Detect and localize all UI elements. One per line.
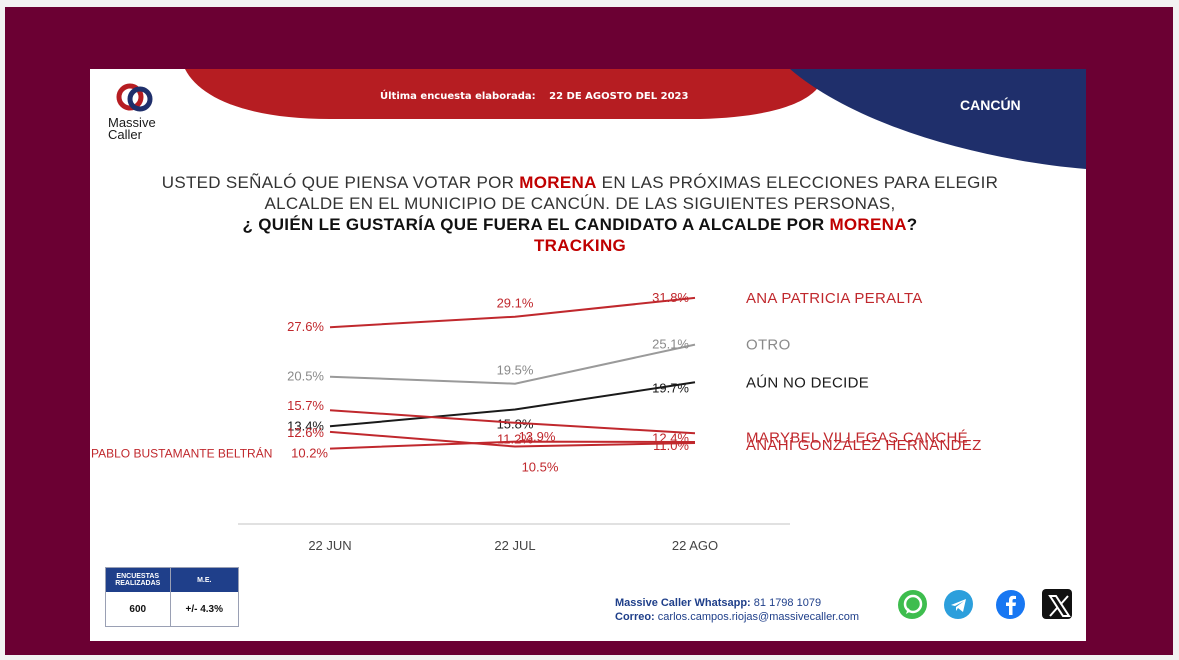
x-tick-label: 22 JUL — [494, 538, 535, 553]
me-header: M.E. — [197, 576, 212, 584]
slide: Massive Caller Última encuesta elaborada… — [90, 69, 1086, 641]
telegram-icon[interactable] — [943, 589, 973, 619]
question-line1-pre: USTED SEÑALÓ QUE PIENSA VOTAR POR — [161, 173, 520, 192]
surveys-value: 600 — [106, 592, 171, 626]
data-label: 25.1% — [652, 337, 689, 352]
data-label: 27.6% — [287, 319, 324, 334]
question-line2: ALCALDE EN EL MUNICIPIO DE CANCÚN. DE LA… — [264, 194, 896, 213]
data-label: 13.4% — [287, 418, 324, 433]
survey-date-value: 22 DE AGOSTO DEL 2023 — [549, 91, 689, 102]
email-address: carlos.campos.riojas@massivecaller.com — [657, 611, 860, 623]
data-label: 10.5% — [522, 460, 559, 475]
data-label: 19.7% — [652, 380, 689, 395]
slide-frame: Massive Caller Última encuesta elaborada… — [5, 7, 1173, 655]
facebook-icon[interactable] — [995, 589, 1025, 619]
brand-name-line2: Caller — [108, 127, 142, 142]
email-label: Correo: — [615, 611, 655, 623]
survey-date-label: Última encuesta elaborada: — [380, 91, 536, 102]
survey-stats-table: ENCUESTAS REALIZADAS M.E. 600 +/- 4.3% — [105, 567, 239, 627]
series-name: ANAHÍ GONZÁLEZ HERNÁNDEZ — [746, 437, 982, 454]
brand-logo: Massive Caller — [108, 81, 178, 147]
data-label: 19.5% — [497, 363, 534, 378]
series-name: ANA PATRICIA PERALTA — [746, 290, 923, 307]
data-label: 20.5% — [287, 369, 324, 384]
brand-logo-icon — [116, 83, 153, 112]
data-label: 12.6% — [287, 425, 324, 440]
city-label: CANCÚN — [960, 97, 1021, 113]
series-line — [329, 343, 696, 385]
question-text: USTED SEÑALÓ QUE PIENSA VOTAR POR MORENA… — [130, 172, 1030, 256]
surveys-header: ENCUESTAS REALIZADAS — [106, 568, 171, 592]
brand-name-line1: Massive — [108, 115, 156, 130]
survey-date-info: Última encuesta elaborada: 22 DE AGOSTO … — [380, 91, 688, 102]
question-line1-post: EN LAS PRÓXIMAS ELECCIONES PARA ELEGIR — [596, 173, 999, 192]
chart-subtitle: TRACKING — [533, 236, 627, 255]
series-line — [329, 381, 696, 428]
series-name: AÚN NO DECIDE — [746, 374, 869, 391]
question-line3-post: ? — [906, 215, 918, 234]
data-label: 10.2% — [291, 446, 328, 461]
data-label: 11.0% — [653, 438, 689, 453]
data-label: 13.9% — [519, 429, 556, 444]
question-party-2: MORENA — [829, 215, 907, 234]
whatsapp-number: 81 1798 1079 — [753, 597, 822, 609]
data-label: 11.2% — [497, 432, 533, 447]
series-name: MARYBEL VILLEGAS CANCHÉ — [746, 429, 968, 446]
x-tick-label: 22 AGO — [672, 538, 718, 553]
contact-info: Massive Caller Whatsapp: 81 1798 1079 Co… — [615, 596, 859, 624]
whatsapp-icon[interactable] — [897, 589, 927, 619]
data-label: 15.8% — [497, 417, 534, 432]
header-decoration — [185, 69, 1086, 169]
x-icon[interactable] — [1042, 589, 1072, 619]
series-name: OTRO — [746, 337, 791, 354]
data-label: 29.1% — [497, 296, 534, 311]
question-party: MORENA — [519, 173, 597, 192]
tracking-chart: 22 JUN 22 JUL 22 AGO 27.6% 29.1% 31.8% ANA PAT… — [91, 290, 982, 553]
series-name: PABLO BUSTAMANTE BELTRÁN — [91, 446, 272, 461]
data-label: 31.8% — [652, 290, 689, 305]
series-line — [329, 430, 696, 448]
question-line3-pre: ¿ QUIÉN LE GUSTARÍA QUE FUERA EL CANDIDA… — [242, 215, 830, 234]
x-tick-label: 22 JUN — [308, 538, 351, 553]
whatsapp-label: Massive Caller Whatsapp: — [615, 597, 751, 609]
series-line — [329, 296, 696, 329]
series-line — [329, 409, 696, 435]
me-value: +/- 4.3% — [185, 603, 224, 615]
series-line — [329, 440, 696, 450]
data-label: 15.7% — [287, 398, 324, 413]
